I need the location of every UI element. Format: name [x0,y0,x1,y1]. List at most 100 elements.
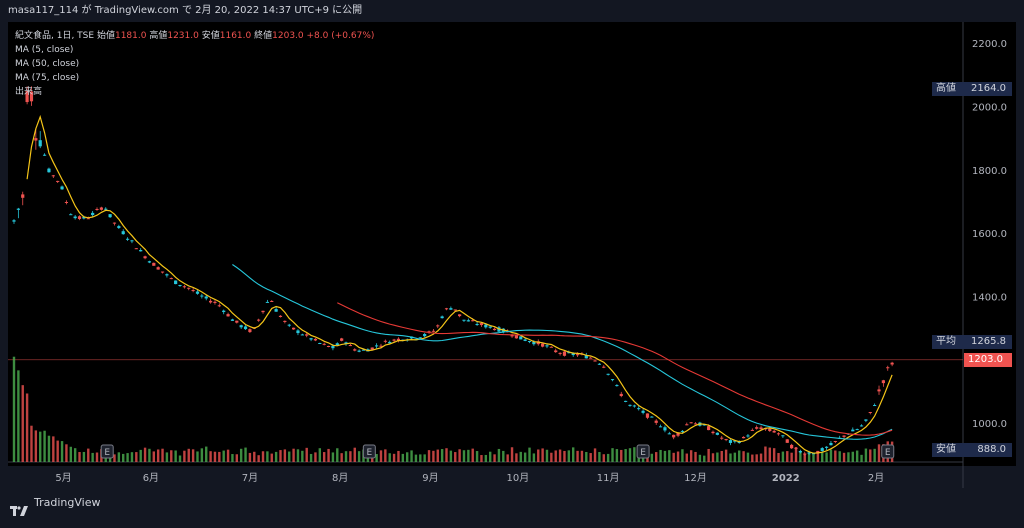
volume-bar [873,448,876,462]
candle-body [139,250,143,252]
candle-body [156,267,160,270]
candle-body [261,310,265,313]
candle-body [654,420,658,423]
volume-bar [60,441,64,462]
candle-body [392,339,396,341]
candle-body [859,425,864,427]
volume-bar [292,448,295,462]
volume-bar [213,451,217,462]
volume-bar [392,453,396,462]
volume-bar [493,454,496,462]
tradingview-logo[interactable]: TradingView [10,488,100,518]
volume-bar [781,451,785,462]
candle-body [479,323,484,326]
legend-volume[interactable]: 出来高 [15,87,43,97]
legend-ma50[interactable]: MA (50, close) [15,59,80,69]
legend-ma75[interactable]: MA (75, close) [15,73,80,83]
candle-body [676,432,680,436]
candle-body [243,326,248,330]
candle-body [331,345,335,349]
candle-body [693,423,698,425]
candle-body [182,286,186,288]
candle-body [104,208,108,210]
y-tick-label: 1400.0 [972,292,1007,303]
candle-body [755,427,759,429]
volume-bar [288,451,291,462]
volume-bar [807,452,811,462]
volume-bar [471,448,474,462]
low-tag-label: 安値 [936,444,956,455]
volume-bar [231,454,234,462]
candle-body [436,325,440,327]
candle-body [335,343,339,346]
volume-bar [353,447,356,462]
candle-body [728,440,733,443]
candle-body [776,433,781,435]
candle-body [64,201,69,203]
volume-bar [668,450,671,462]
volume-bar [43,430,46,462]
candle-body [82,216,86,219]
volume-bar [467,449,470,462]
candle-body [147,261,152,263]
volume-bar [379,450,383,462]
volume-bar [248,452,252,462]
volume-bar [375,454,378,462]
candle-body [283,320,287,322]
ma5-line [26,114,893,454]
candle-body [641,410,645,413]
volume-bar [825,452,828,462]
volume-bar [803,454,806,462]
candle-body [370,347,374,350]
candle-body [112,222,117,224]
candle-body [257,319,261,321]
volume-bar [855,450,859,462]
candle-body [95,208,99,210]
candle-body [886,367,890,369]
volume-bar [130,452,134,462]
volume-bar [340,453,343,462]
volume-bar [703,455,706,462]
volume-bar [52,436,55,462]
candle-body [318,342,322,344]
volume-bar [475,451,479,462]
publish-header: masa117_114 が TradingView.com で 2月 20, 2… [0,0,1024,22]
volume-bar [510,447,514,462]
volume-bar [117,452,121,462]
chart-area[interactable] [8,22,1016,466]
x-tick-label: 7月 [242,472,258,484]
volume-bar [799,450,802,462]
candle-body [589,357,593,359]
volume-bar [87,448,90,462]
volume-bar [742,451,745,462]
volume-bar [218,451,221,462]
volume-bar [545,449,549,462]
candle-body [305,334,309,336]
candle-body [270,300,274,302]
volume-bar [187,448,190,462]
y-tick-label: 1800.0 [972,166,1007,177]
candle-body [785,439,789,443]
candle-body [222,310,226,313]
volume-bar [301,450,304,462]
volume-bar [611,448,614,462]
volume-bar [69,446,72,462]
volume-bar [257,455,260,462]
volume-bar [279,450,282,462]
candle-body [510,335,514,337]
low-price-tag: 安値 888.0 [932,443,1012,457]
volume-bar [755,454,758,462]
volume-bar [21,385,24,462]
candle-body [466,320,470,322]
x-tick-label: 8月 [332,472,348,484]
high-tag-label: 高値 [936,83,956,94]
legend-ma5[interactable]: MA (5, close) [15,45,74,55]
candle-body [536,341,540,345]
volume-bar [95,452,99,462]
volume-bar [205,446,208,462]
candle-body [69,214,73,216]
candle-body [29,91,34,102]
candle-body [42,154,47,156]
candle-body [829,442,833,446]
